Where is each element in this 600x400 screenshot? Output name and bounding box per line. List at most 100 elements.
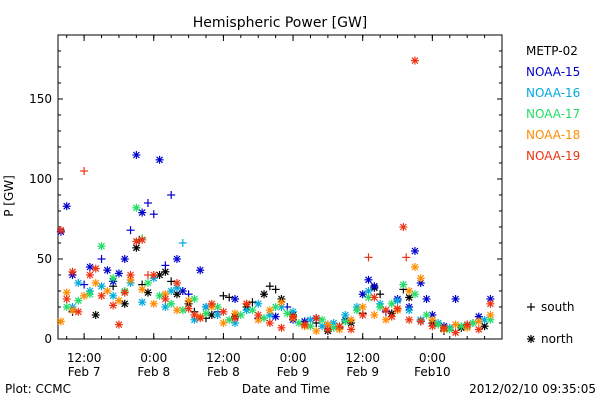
data-point bbox=[219, 319, 228, 327]
marker-legend: south north bbox=[527, 300, 575, 346]
x-tick-time: 0:00 bbox=[419, 351, 446, 365]
data-point bbox=[242, 299, 251, 308]
data-point bbox=[97, 242, 106, 251]
data-point bbox=[126, 226, 135, 235]
x-tick-time: 0:00 bbox=[280, 351, 307, 365]
y-axis-label: P [GW] bbox=[2, 175, 16, 217]
data-point bbox=[364, 275, 373, 284]
data-point bbox=[260, 290, 269, 299]
data-point bbox=[422, 311, 431, 319]
data-point bbox=[219, 291, 228, 300]
data-point bbox=[402, 253, 411, 262]
y-tick-label: 0 bbox=[44, 332, 52, 346]
data-point bbox=[231, 295, 240, 303]
data-point bbox=[405, 315, 414, 324]
plot-timestamp: 2012/02/10 09:35:05 bbox=[469, 382, 596, 396]
data-point bbox=[184, 304, 193, 313]
data-point bbox=[405, 306, 414, 315]
data-point bbox=[138, 208, 147, 217]
data-point bbox=[254, 311, 263, 319]
data-point bbox=[132, 237, 141, 246]
data-point bbox=[85, 290, 94, 299]
data-point bbox=[306, 322, 315, 331]
data-point bbox=[318, 315, 327, 324]
x-tick-date: Feb 7 bbox=[68, 365, 101, 379]
data-point bbox=[62, 202, 71, 211]
data-point bbox=[335, 322, 344, 331]
data-point bbox=[167, 191, 176, 199]
data-point bbox=[352, 306, 361, 315]
data-point bbox=[265, 282, 274, 291]
data-point bbox=[167, 277, 176, 286]
data-point bbox=[370, 293, 379, 302]
data-point bbox=[358, 290, 367, 299]
chart-title: Hemispheric Power [GW] bbox=[193, 15, 368, 31]
data-point bbox=[149, 210, 158, 219]
data-point bbox=[120, 255, 129, 263]
data-point bbox=[463, 320, 472, 329]
legend-item: NOAA-19 bbox=[526, 149, 580, 163]
data-point bbox=[410, 247, 419, 255]
y-tick-label: 100 bbox=[29, 172, 52, 186]
data-point bbox=[347, 325, 356, 334]
data-point bbox=[439, 323, 448, 332]
data-point bbox=[283, 309, 292, 318]
data-point bbox=[451, 320, 460, 329]
data-point bbox=[109, 301, 118, 310]
data-point bbox=[265, 306, 274, 315]
data-point bbox=[399, 223, 408, 231]
data-point bbox=[138, 235, 147, 244]
data-point bbox=[451, 295, 460, 303]
data-point bbox=[341, 317, 350, 326]
data-point bbox=[468, 319, 477, 327]
x-tick-time: 0:00 bbox=[140, 351, 167, 365]
data-point bbox=[143, 288, 152, 297]
data-point bbox=[381, 315, 390, 324]
data-point bbox=[184, 296, 193, 305]
data-point bbox=[68, 306, 77, 315]
marker-legend-label: north bbox=[541, 332, 573, 346]
data-point bbox=[85, 271, 94, 279]
data-point bbox=[410, 56, 419, 65]
data-point bbox=[376, 290, 385, 299]
data-point bbox=[393, 304, 402, 313]
data-point bbox=[114, 320, 123, 329]
data-point bbox=[167, 299, 176, 308]
plot-credit: Plot: CCMC bbox=[5, 382, 71, 396]
data-point bbox=[387, 299, 396, 308]
data-point bbox=[486, 299, 495, 308]
data-point bbox=[138, 298, 147, 307]
data-point bbox=[97, 282, 106, 291]
data-point bbox=[68, 267, 77, 276]
x-tick-date: Feb 8 bbox=[137, 365, 170, 379]
data-point bbox=[114, 269, 123, 278]
data-point bbox=[381, 306, 390, 315]
data-point bbox=[103, 266, 112, 275]
data-point bbox=[248, 306, 257, 315]
data-point bbox=[138, 285, 147, 294]
legend-item: NOAA-18 bbox=[526, 128, 580, 142]
data-point bbox=[277, 298, 286, 307]
data-point bbox=[196, 314, 205, 323]
data-point bbox=[161, 303, 170, 311]
data-point bbox=[56, 317, 65, 326]
data-point bbox=[167, 287, 176, 295]
data-point bbox=[399, 280, 408, 289]
data-point bbox=[271, 303, 280, 311]
data-point bbox=[358, 303, 367, 311]
data-point bbox=[370, 311, 379, 319]
data-point bbox=[312, 314, 321, 323]
data-point bbox=[387, 312, 396, 321]
data-point bbox=[410, 290, 419, 299]
data-points bbox=[56, 56, 495, 337]
data-point bbox=[172, 279, 181, 287]
data-point bbox=[80, 291, 89, 300]
data-point bbox=[358, 311, 367, 319]
legend-item: NOAA-15 bbox=[526, 65, 580, 79]
data-point bbox=[172, 306, 181, 315]
data-point bbox=[74, 296, 83, 305]
data-point bbox=[370, 282, 379, 291]
data-point bbox=[207, 299, 216, 308]
data-point bbox=[294, 319, 303, 327]
data-point bbox=[74, 279, 83, 287]
